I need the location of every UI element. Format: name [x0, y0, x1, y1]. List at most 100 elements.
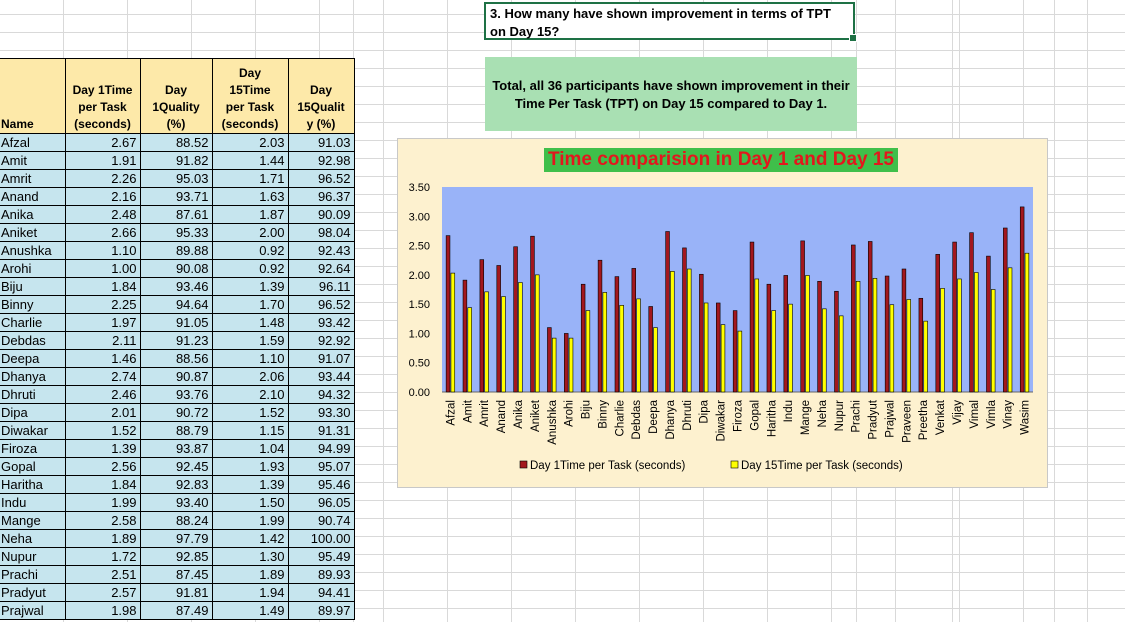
value-cell[interactable]: 90.72 [139, 403, 213, 422]
value-cell[interactable]: 94.64 [139, 295, 213, 314]
value-cell[interactable]: 1.89 [211, 565, 289, 584]
value-cell[interactable]: 89.93 [287, 565, 355, 584]
value-cell[interactable]: 87.61 [139, 205, 213, 224]
value-cell[interactable]: 92.92 [287, 331, 355, 350]
value-cell[interactable]: 90.08 [139, 259, 213, 278]
value-cell[interactable]: 1.50 [211, 493, 289, 512]
value-cell[interactable]: 89.88 [139, 241, 213, 260]
value-cell[interactable]: 1.84 [64, 475, 141, 494]
value-cell[interactable]: 96.52 [287, 169, 355, 188]
value-cell[interactable]: 2.01 [64, 403, 141, 422]
name-cell[interactable]: Arohi [0, 259, 66, 278]
value-cell[interactable]: 2.56 [64, 457, 141, 476]
value-cell[interactable]: 2.67 [64, 133, 141, 152]
name-cell[interactable]: Prajwal [0, 601, 66, 620]
name-cell[interactable]: Anika [0, 205, 66, 224]
value-cell[interactable]: 91.31 [287, 421, 355, 440]
value-cell[interactable]: 2.10 [211, 385, 289, 404]
value-cell[interactable]: 92.43 [287, 241, 355, 260]
name-cell[interactable]: Haritha [0, 475, 66, 494]
value-cell[interactable]: 2.57 [64, 583, 141, 602]
column-header[interactable]: Day 15Qualit y (%) [287, 58, 355, 134]
value-cell[interactable]: 93.30 [287, 403, 355, 422]
value-cell[interactable]: 89.97 [287, 601, 355, 620]
value-cell[interactable]: 1.52 [64, 421, 141, 440]
name-cell[interactable]: Afzal [0, 133, 66, 152]
value-cell[interactable]: 1.72 [64, 547, 141, 566]
value-cell[interactable]: 0.92 [211, 241, 289, 260]
value-cell[interactable]: 1.89 [64, 529, 141, 548]
value-cell[interactable]: 92.64 [287, 259, 355, 278]
value-cell[interactable]: 2.03 [211, 133, 289, 152]
value-cell[interactable]: 1.04 [211, 439, 289, 458]
name-cell[interactable]: Aniket [0, 223, 66, 242]
value-cell[interactable]: 1.87 [211, 205, 289, 224]
value-cell[interactable]: 2.66 [64, 223, 141, 242]
value-cell[interactable]: 91.03 [287, 133, 355, 152]
name-cell[interactable]: Dhruti [0, 385, 66, 404]
value-cell[interactable]: 94.32 [287, 385, 355, 404]
cell-fill-handle[interactable] [849, 34, 857, 42]
value-cell[interactable]: 2.46 [64, 385, 141, 404]
value-cell[interactable]: 1.93 [211, 457, 289, 476]
value-cell[interactable]: 95.07 [287, 457, 355, 476]
value-cell[interactable]: 93.87 [139, 439, 213, 458]
value-cell[interactable]: 1.97 [64, 313, 141, 332]
value-cell[interactable]: 1.84 [64, 277, 141, 296]
value-cell[interactable]: 1.15 [211, 421, 289, 440]
value-cell[interactable]: 88.56 [139, 349, 213, 368]
value-cell[interactable]: 91.07 [287, 349, 355, 368]
name-cell[interactable]: Charlie [0, 313, 66, 332]
name-cell[interactable]: Diwakar [0, 421, 66, 440]
value-cell[interactable]: 95.49 [287, 547, 355, 566]
value-cell[interactable]: 93.42 [287, 313, 355, 332]
name-cell[interactable]: Debdas [0, 331, 66, 350]
value-cell[interactable]: 87.49 [139, 601, 213, 620]
value-cell[interactable]: 1.94 [211, 583, 289, 602]
name-cell[interactable]: Firoza [0, 439, 66, 458]
value-cell[interactable]: 1.91 [64, 151, 141, 170]
name-cell[interactable]: Neha [0, 529, 66, 548]
value-cell[interactable]: 92.98 [287, 151, 355, 170]
name-cell[interactable]: Pradyut [0, 583, 66, 602]
name-cell[interactable]: Deepa [0, 349, 66, 368]
value-cell[interactable]: 2.25 [64, 295, 141, 314]
value-cell[interactable]: 1.10 [211, 349, 289, 368]
value-cell[interactable]: 1.63 [211, 187, 289, 206]
name-cell[interactable]: Dhanya [0, 367, 66, 386]
value-cell[interactable]: 1.46 [64, 349, 141, 368]
value-cell[interactable]: 98.04 [287, 223, 355, 242]
name-cell[interactable]: Dipa [0, 403, 66, 422]
name-cell[interactable]: Anushka [0, 241, 66, 260]
header-name[interactable]: Name [0, 58, 66, 134]
value-cell[interactable]: 91.05 [139, 313, 213, 332]
column-header[interactable]: Day 1Quality (%) [139, 58, 213, 134]
value-cell[interactable]: 100.00 [287, 529, 355, 548]
value-cell[interactable]: 96.37 [287, 187, 355, 206]
value-cell[interactable]: 95.03 [139, 169, 213, 188]
value-cell[interactable]: 90.09 [287, 205, 355, 224]
value-cell[interactable]: 95.33 [139, 223, 213, 242]
value-cell[interactable]: 1.39 [211, 277, 289, 296]
value-cell[interactable]: 90.87 [139, 367, 213, 386]
value-cell[interactable]: 91.82 [139, 151, 213, 170]
value-cell[interactable]: 1.39 [64, 439, 141, 458]
value-cell[interactable]: 88.79 [139, 421, 213, 440]
value-cell[interactable]: 93.40 [139, 493, 213, 512]
value-cell[interactable]: 93.44 [287, 367, 355, 386]
answer-cell[interactable]: Total, all 36 participants have shown im… [485, 57, 857, 131]
value-cell[interactable]: 0.92 [211, 259, 289, 278]
value-cell[interactable]: 1.99 [64, 493, 141, 512]
value-cell[interactable]: 1.98 [64, 601, 141, 620]
value-cell[interactable]: 92.45 [139, 457, 213, 476]
value-cell[interactable]: 1.59 [211, 331, 289, 350]
value-cell[interactable]: 1.42 [211, 529, 289, 548]
question-cell[interactable]: 3. How many have shown improvement in te… [484, 2, 857, 42]
value-cell[interactable]: 2.51 [64, 565, 141, 584]
value-cell[interactable]: 94.99 [287, 439, 355, 458]
value-cell[interactable]: 1.49 [211, 601, 289, 620]
value-cell[interactable]: 96.52 [287, 295, 355, 314]
value-cell[interactable]: 1.52 [211, 403, 289, 422]
value-cell[interactable]: 1.39 [211, 475, 289, 494]
value-cell[interactable]: 90.74 [287, 511, 355, 530]
